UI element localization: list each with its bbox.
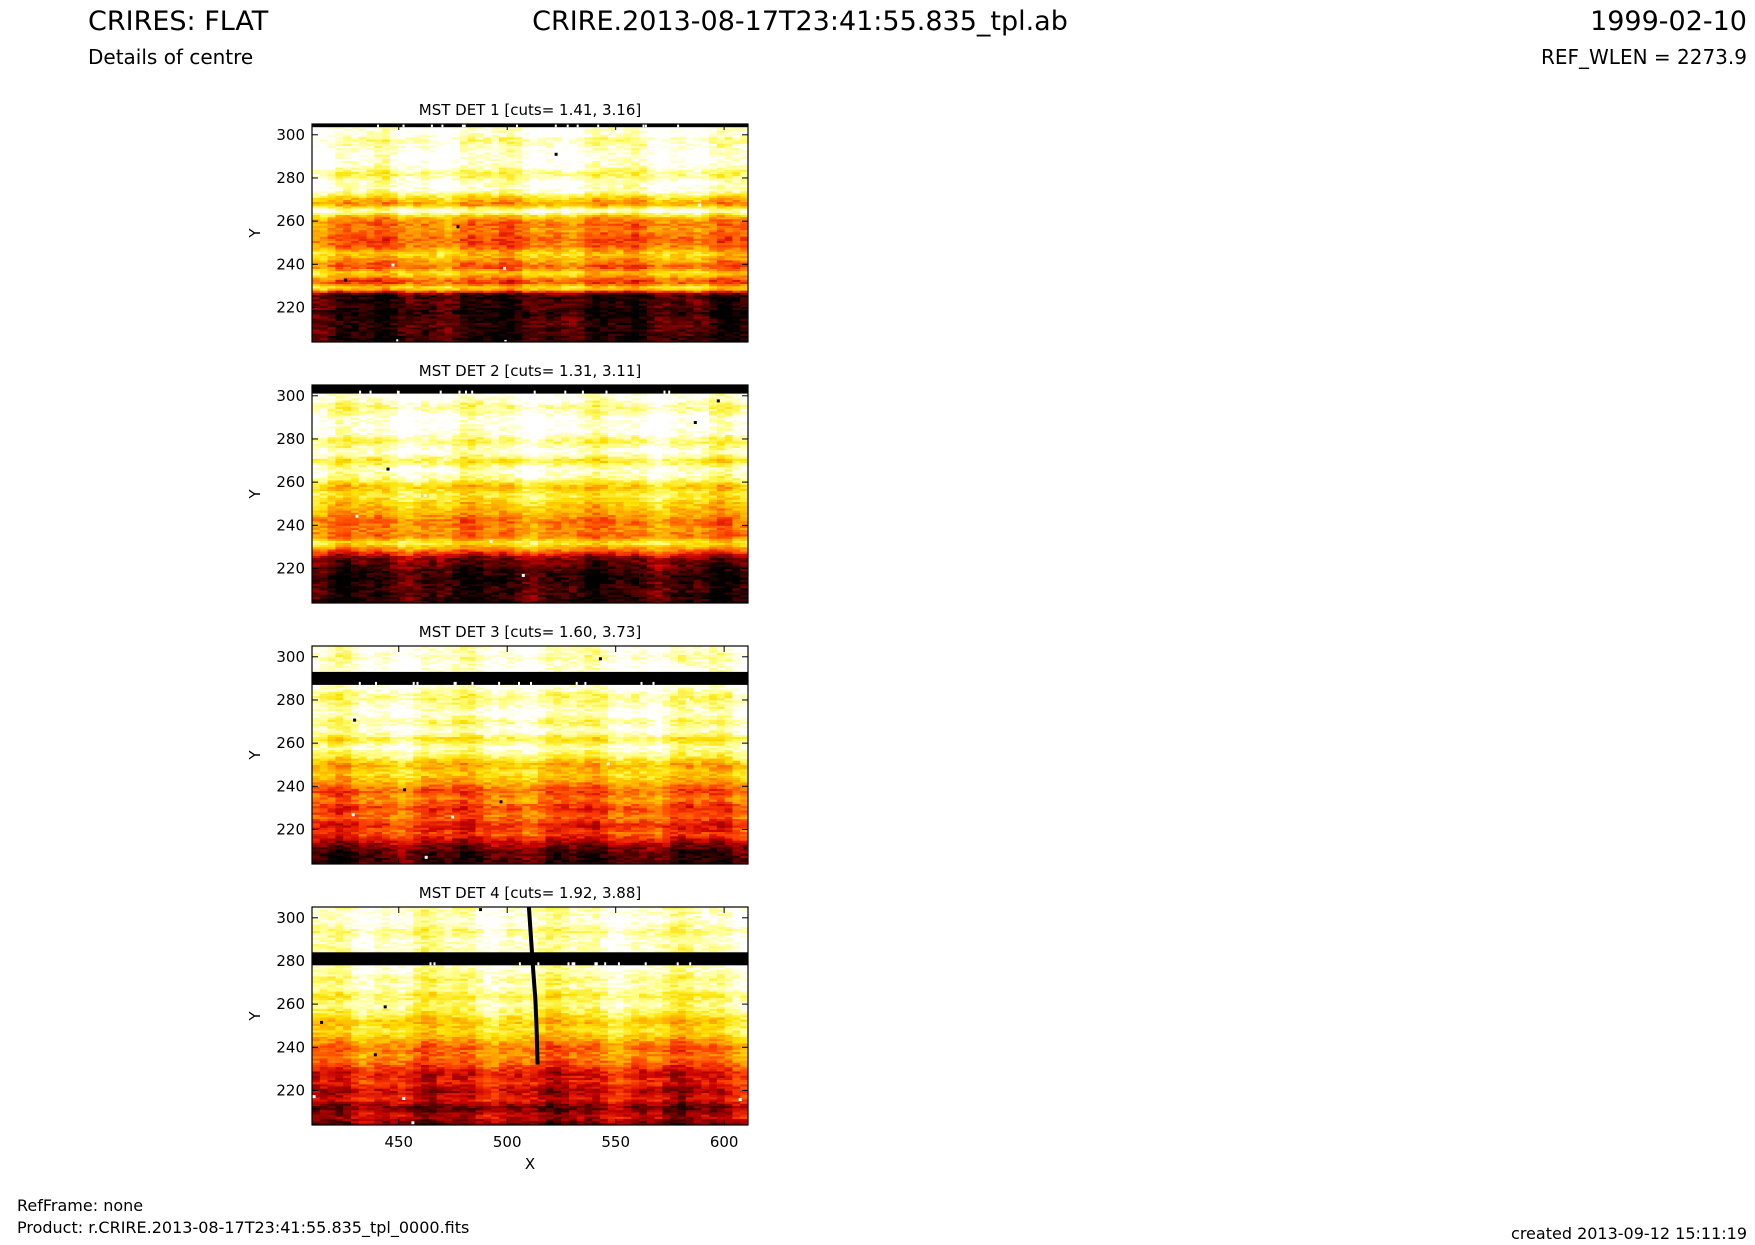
y-tick-label: 280 <box>276 169 305 187</box>
refframe-label: RefFrame: none <box>17 1196 143 1215</box>
heatmap-image <box>312 385 748 603</box>
y-tick-label: 260 <box>276 212 305 230</box>
y-tick-label: 220 <box>276 298 305 316</box>
plot-frame <box>311 645 749 865</box>
masked-band <box>312 385 748 394</box>
panel-title: MST DET 3 [cuts= 1.60, 3.73] <box>419 623 642 641</box>
y-tick-label: 300 <box>276 648 305 666</box>
masked-trace <box>526 907 540 1065</box>
heatmap-image <box>312 907 748 1125</box>
panel-title: MST DET 2 [cuts= 1.31, 3.11] <box>419 362 642 380</box>
y-tick-label: 220 <box>276 820 305 838</box>
detector-panel-2: MST DET 2 [cuts= 1.31, 3.11] 220 240 260 280… <box>246 362 749 604</box>
created-timestamp: created 2013-09-12 15:11:19 <box>1511 1224 1747 1243</box>
y-tick-label: 260 <box>276 734 305 752</box>
plot-frame <box>311 906 749 1126</box>
y-axis-label: Y <box>246 1011 264 1022</box>
masked-band <box>312 671 748 685</box>
x-axis-label: X <box>525 1155 535 1173</box>
x-tick-label: 500 <box>493 1133 522 1151</box>
y-tick-label: 240 <box>276 255 305 273</box>
date-title: 1999-02-10 <box>1590 6 1747 37</box>
y-tick-label: 280 <box>276 691 305 709</box>
y-tick-label: 240 <box>276 777 305 795</box>
masked-band <box>312 952 748 966</box>
plot-frame <box>311 384 749 604</box>
detector-panel-4: MST DET 4 [cuts= 1.92, 3.88] 220 240 260 280… <box>246 884 749 1173</box>
y-tick-label: 240 <box>276 1038 305 1056</box>
x-tick-label: 550 <box>601 1133 630 1151</box>
y-tick-label: 280 <box>276 952 305 970</box>
y-tick-label: 280 <box>276 430 305 448</box>
y-tick-label: 260 <box>276 995 305 1013</box>
plot-frame <box>311 123 749 343</box>
y-tick-label: 220 <box>276 1081 305 1099</box>
masked-band <box>312 124 748 128</box>
y-tick-label: 220 <box>276 559 305 577</box>
report-subtitle: Details of centre <box>88 45 253 69</box>
y-axis-label: Y <box>246 750 264 761</box>
report-title: CRIRES: FLAT <box>88 6 268 37</box>
ref-wlen-label: REF_WLEN = 2273.9 <box>1541 45 1747 69</box>
product-label: Product: r.CRIRE.2013-08-17T23:41:55.835… <box>17 1218 469 1237</box>
y-tick-label: 300 <box>276 909 305 927</box>
y-tick-label: 260 <box>276 473 305 491</box>
x-tick-label: 600 <box>710 1133 739 1151</box>
panel-title: MST DET 4 [cuts= 1.92, 3.88] <box>419 884 642 902</box>
y-tick-label: 300 <box>276 126 305 144</box>
detector-panel-1: MST DET 1 [cuts= 1.41, 3.16] 220 240 260 280… <box>246 101 749 343</box>
heatmap-image <box>312 124 748 342</box>
x-tick-label: 450 <box>384 1133 413 1151</box>
heatmap-image <box>312 646 748 864</box>
detector-panel-3: MST DET 3 [cuts= 1.60, 3.73] 220 240 260 280… <box>246 623 749 865</box>
y-axis-label: Y <box>246 228 264 239</box>
y-axis-label: Y <box>246 489 264 500</box>
y-tick-label: 240 <box>276 516 305 534</box>
y-tick-label: 300 <box>276 387 305 405</box>
panel-title: MST DET 1 [cuts= 1.41, 3.16] <box>419 101 642 119</box>
file-name-title: CRIRE.2013-08-17T23:41:55.835_tpl.ab <box>0 6 1600 37</box>
